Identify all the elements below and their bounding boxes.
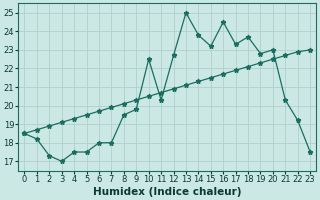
X-axis label: Humidex (Indice chaleur): Humidex (Indice chaleur) — [93, 187, 242, 197]
